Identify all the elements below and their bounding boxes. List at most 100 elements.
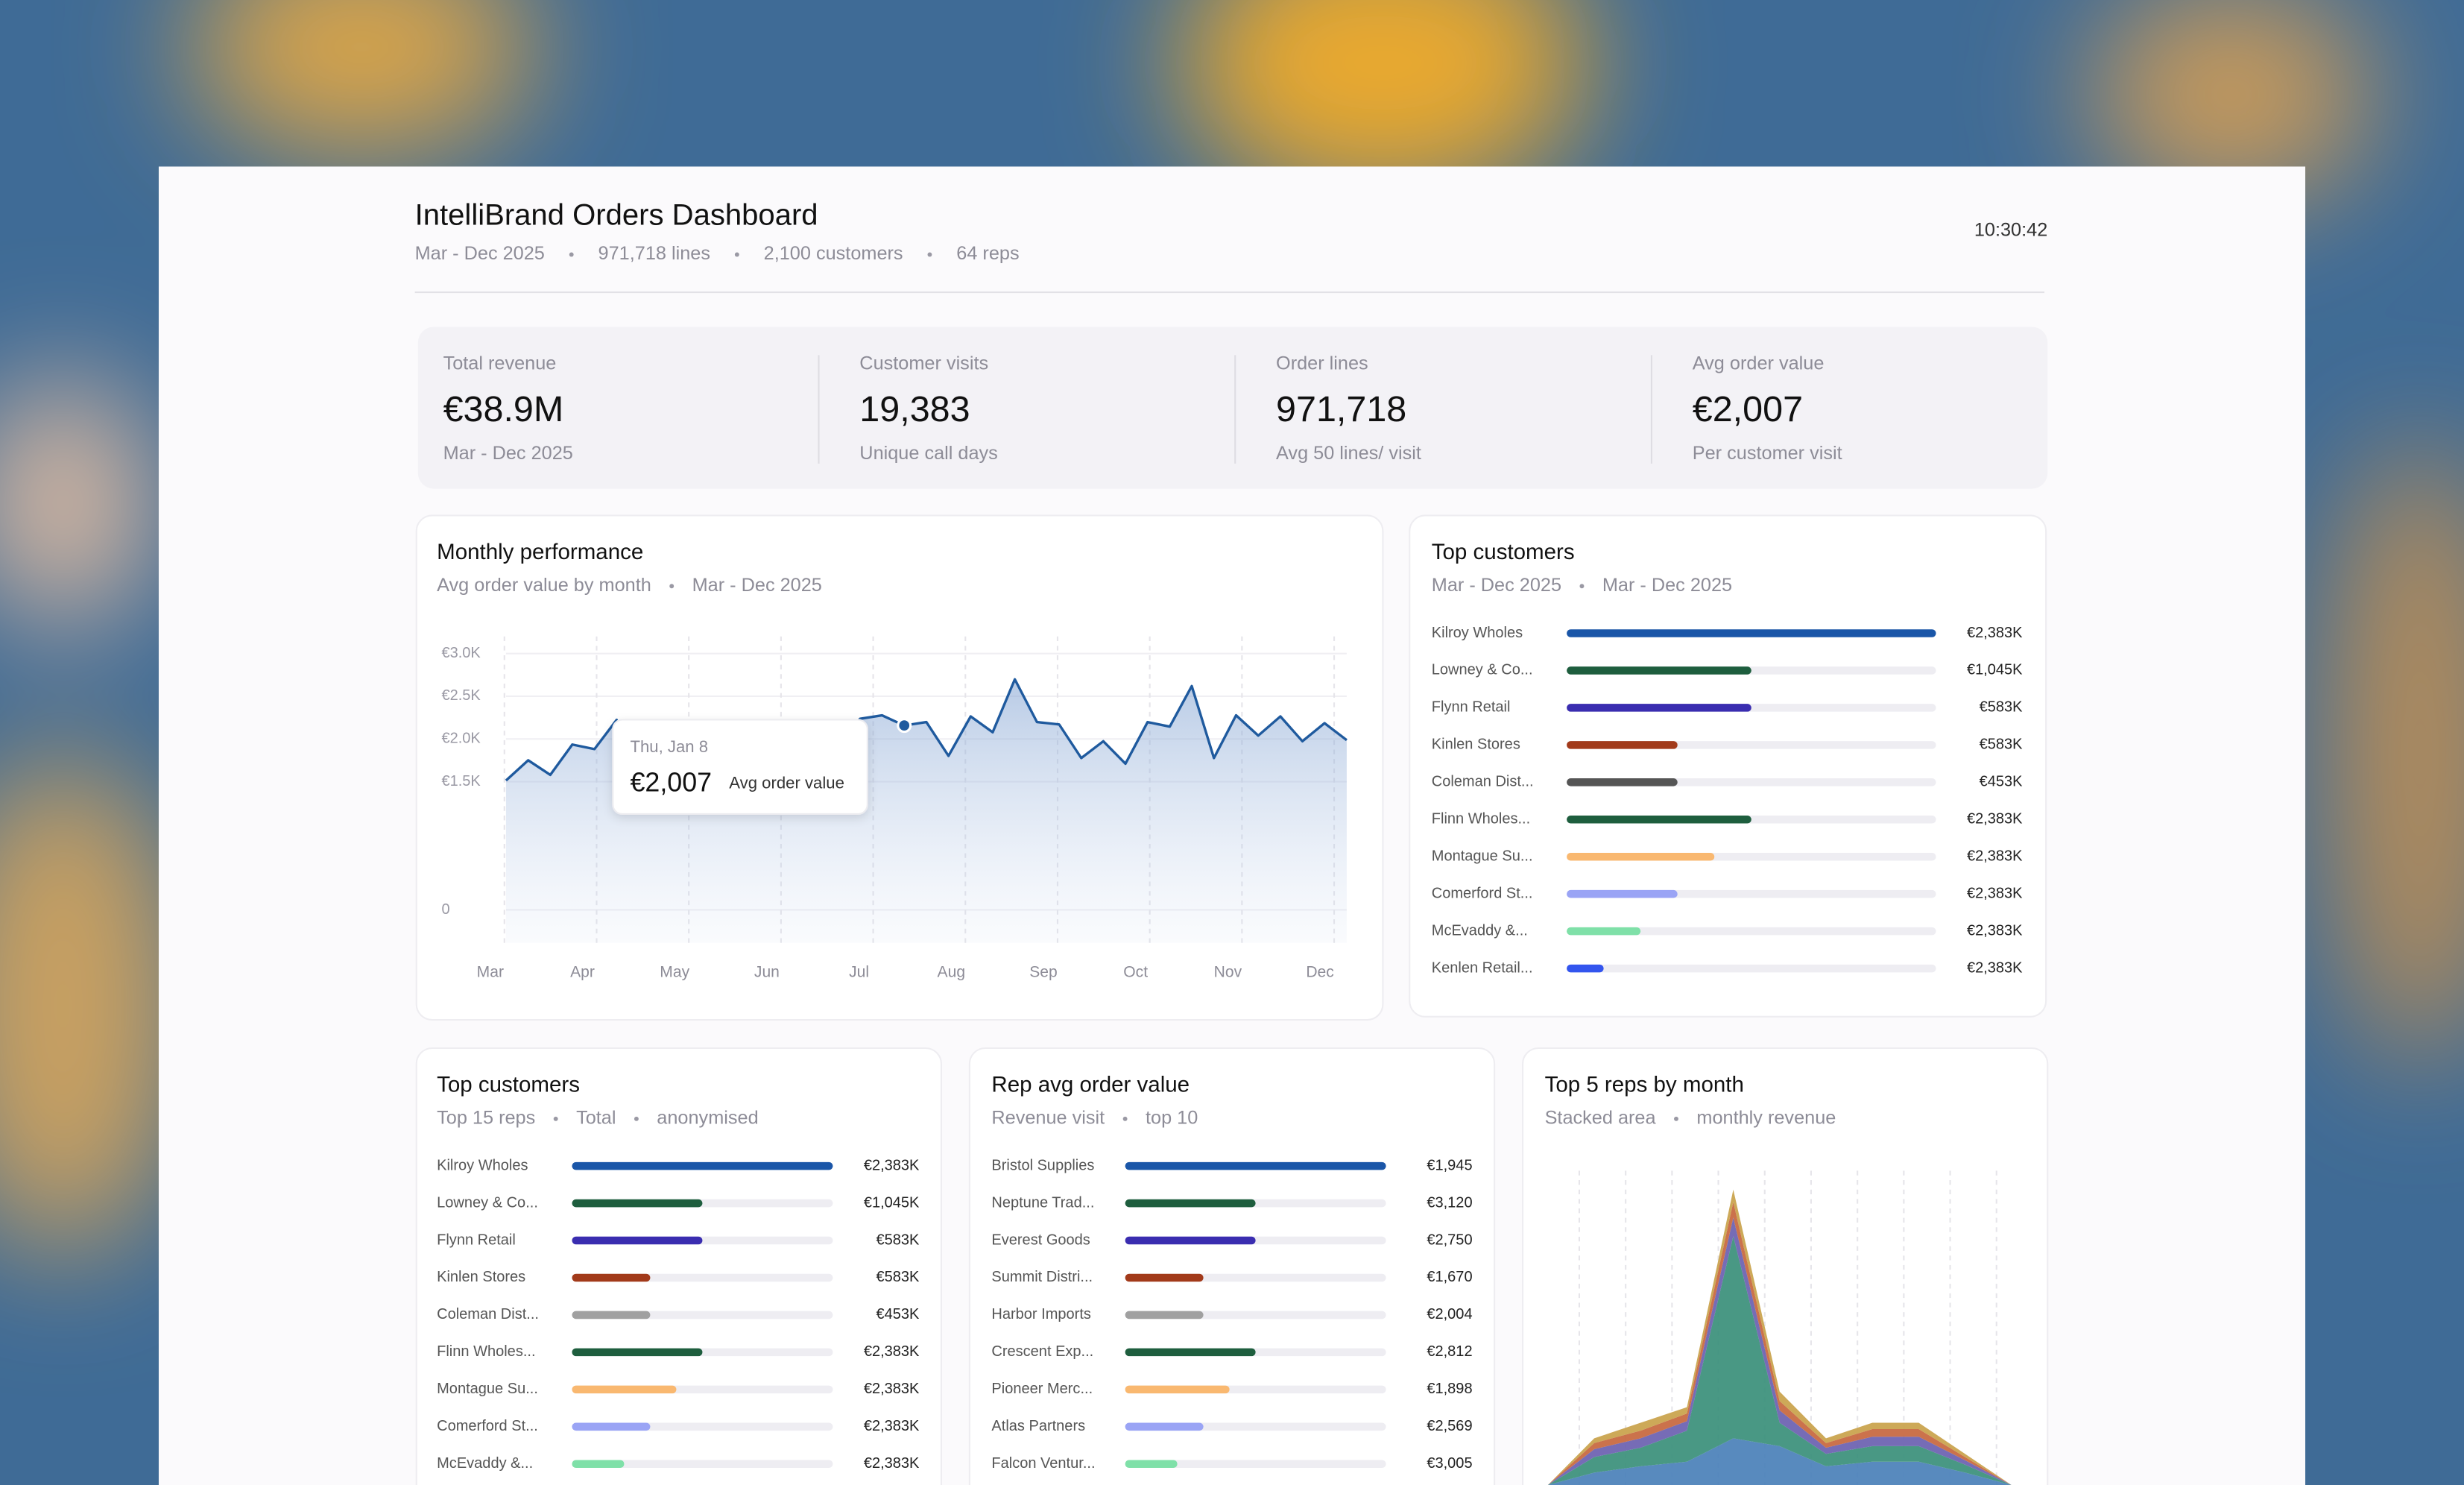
row-value: €2,383K (864, 1381, 920, 1397)
row-name: Lowney & Co... (437, 1194, 538, 1211)
row-value: €3,120 (1427, 1194, 1472, 1211)
card (968, 1047, 1496, 1485)
row-name: Pioneer Merc... (991, 1381, 1093, 1397)
x-tick-label: May (660, 963, 689, 980)
row-value: €1,045K (1967, 662, 2023, 678)
row-value: €2,383K (864, 1418, 920, 1434)
bar (572, 1199, 703, 1208)
y-tick-label: €1.5K (441, 773, 481, 789)
row-name: Falcon Ventur... (991, 1455, 1095, 1472)
row-value: €2,383K (864, 1455, 920, 1472)
row-value: €1,670 (1427, 1269, 1472, 1285)
row-value: €583K (876, 1232, 920, 1248)
card (415, 1047, 942, 1485)
row-name: Kenlen Retail... (1432, 959, 1533, 976)
x-tick-label: Oct (1123, 963, 1148, 980)
bar (1567, 927, 1641, 936)
content: IntelliBrand Orders Dashboard Mar - Dec 2… (415, 198, 2047, 1485)
separator-dot (1579, 584, 1585, 589)
separator-dot (634, 1116, 639, 1121)
row-name: Lowney & Co... (1432, 662, 1533, 678)
row-name: Atlas Partners (991, 1418, 1085, 1434)
bar (1567, 741, 1678, 749)
kpi-label: Order lines (1276, 353, 1368, 374)
kpi-value: €38.9M (443, 389, 564, 429)
x-tick-label: Apr (570, 963, 595, 980)
row-value: €2,383K (1967, 959, 2023, 976)
row-value: €1,898 (1427, 1381, 1472, 1397)
row-name: McEvaddy &... (437, 1455, 533, 1472)
x-tick-label: Nov (1214, 963, 1242, 980)
kpi-label: Avg order value (1693, 353, 1825, 374)
x-tick-label: Dec (1306, 963, 1333, 980)
row-value: €2,383K (1967, 885, 2023, 901)
page-title: IntelliBrand Orders Dashboard (415, 198, 818, 231)
subtitle: top 10 (1146, 1108, 1198, 1129)
x-tick-label: Sep (1029, 963, 1058, 980)
clock: 10:30:42 (1974, 220, 2047, 241)
kpi-label: Total revenue (443, 353, 557, 374)
bar (1125, 1199, 1256, 1208)
kpi-note: Per customer visit (1693, 443, 1842, 464)
subtitle: Mar - Dec 2025 (692, 575, 822, 596)
card-title: Monthly performance (437, 540, 643, 564)
row-name: Kilroy Wholes (437, 1157, 528, 1173)
row-value: €2,812 (1427, 1343, 1472, 1360)
subtitle: Mar - Dec 2025 (1432, 575, 1561, 596)
row-name: Flinn Wholes... (437, 1343, 535, 1360)
bar-track (572, 1460, 833, 1469)
kpi-note: Unique call days (859, 443, 998, 464)
row-name: Crescent Exp... (991, 1343, 1093, 1360)
kpi-panel (417, 327, 2048, 489)
bar (1567, 778, 1678, 786)
row-name: Everest Goods (991, 1232, 1090, 1248)
y-tick-label: €3.0K (441, 645, 481, 661)
separator-dot (1122, 1116, 1128, 1121)
kpi-label: Customer visits (859, 353, 988, 374)
stacked-area (1547, 1189, 2012, 1485)
bar (572, 1161, 833, 1170)
bar (1567, 629, 1936, 637)
row-value: €453K (1980, 774, 2024, 790)
row-name: Flynn Retail (1432, 699, 1511, 716)
tooltip-date: Thu, Jan 8 (630, 737, 708, 756)
stacked-area (1547, 1438, 2012, 1485)
x-tick-label: Aug (938, 963, 966, 980)
bar (572, 1348, 703, 1357)
row-name: Flinn Wholes... (1432, 811, 1530, 827)
kpi-value: €2,007 (1693, 389, 1803, 429)
tooltip-value: €2,007 (630, 767, 712, 797)
x-tick-label: Jun (754, 963, 780, 980)
subtitle: Mar - Dec 2025 (1602, 575, 1732, 596)
row-value: €2,383K (1967, 811, 2023, 827)
row-name: Montague Su... (1432, 848, 1533, 865)
stacked-area (1547, 1236, 2012, 1485)
subtitle: Mar - Dec 2025 (415, 243, 545, 264)
row-value: €583K (1980, 699, 2024, 716)
bar (1567, 704, 1751, 712)
card-title: Top customers (1432, 540, 1575, 564)
subtitle: Stacked area (1545, 1108, 1657, 1129)
bar (1125, 1460, 1178, 1469)
bar (1125, 1273, 1204, 1282)
subtitle: 64 reps (956, 243, 1019, 264)
bar (1567, 852, 1715, 861)
bar (572, 1273, 651, 1282)
subtitle: Revenue visit (991, 1108, 1105, 1129)
kpi-note: Avg 50 lines/ visit (1276, 443, 1421, 464)
tooltip (612, 719, 868, 815)
separator-dot (553, 1116, 558, 1121)
row-value: €3,005 (1427, 1455, 1472, 1472)
row-name: Summit Distri... (991, 1269, 1093, 1285)
row-value: €2,383K (1967, 922, 2023, 939)
separator-dot (669, 584, 675, 589)
hover-dot (897, 718, 912, 734)
row-name: Kinlen Stores (1432, 737, 1520, 753)
bar-track (1567, 927, 1936, 936)
row-name: Harbor Imports (991, 1306, 1090, 1322)
bar (1567, 964, 1604, 973)
bar (1125, 1348, 1256, 1357)
bar (572, 1385, 677, 1394)
